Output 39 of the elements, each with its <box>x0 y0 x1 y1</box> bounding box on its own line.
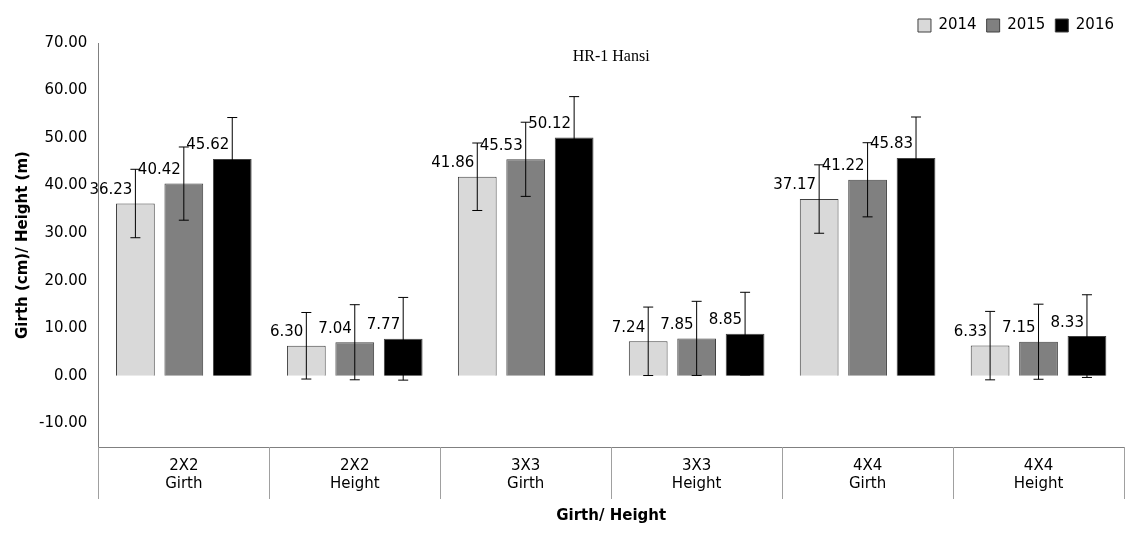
x-axis-title: Girth/ Height <box>556 505 667 524</box>
data-label: 41.22 <box>821 156 865 175</box>
y-tick-label: 40.00 <box>44 175 88 194</box>
y-tick-label: 30.00 <box>44 223 88 242</box>
data-label: 45.53 <box>479 135 523 154</box>
data-label: 45.83 <box>870 134 914 153</box>
data-label: 37.17 <box>773 175 817 194</box>
x-tick-label: 3X3 Girth <box>507 455 545 492</box>
data-label: 45.62 <box>186 135 230 154</box>
data-label: 7.04 <box>318 318 352 337</box>
data-label: 7.85 <box>660 314 694 333</box>
data-label: 36.23 <box>89 179 133 198</box>
legend-label: 2014 <box>938 15 977 34</box>
data-label: 6.33 <box>953 322 988 341</box>
data-label: 8.33 <box>1050 312 1084 331</box>
data-label: 41.86 <box>431 153 475 172</box>
data-label: 7.15 <box>1002 318 1036 337</box>
data-label: 50.12 <box>528 113 572 132</box>
legend-label: 2015 <box>1007 15 1046 34</box>
x-tick-label: 2X2 Girth <box>165 455 203 492</box>
y-tick-label: 60.00 <box>44 80 88 99</box>
chart-title: HR-1 Hansi <box>572 47 651 65</box>
x-tick-label: 4X4 Girth <box>848 455 887 492</box>
data-label: 7.77 <box>366 315 401 334</box>
y-axis-title: Girth (cm)/ Height (m) <box>12 151 31 339</box>
x-tick-label: 3X3 Height <box>671 455 722 492</box>
y-tick-label: 10.00 <box>44 318 88 337</box>
y-tick-label: -10.00 <box>39 413 88 432</box>
y-tick-label: 50.00 <box>44 127 88 146</box>
y-tick-label: 0.00 <box>53 365 88 384</box>
y-tick-label: 70.00 <box>44 32 88 51</box>
data-label: 7.24 <box>611 317 646 336</box>
data-label: 40.42 <box>137 159 181 178</box>
y-tick-label: 20.00 <box>44 270 88 289</box>
data-label: 6.30 <box>269 322 304 341</box>
x-tick-label: 2X2 Height <box>329 455 380 492</box>
legend-label: 2016 <box>1075 15 1115 34</box>
data-label: 8.85 <box>708 310 743 329</box>
x-tick-label: 4X4 Height <box>1013 455 1064 492</box>
